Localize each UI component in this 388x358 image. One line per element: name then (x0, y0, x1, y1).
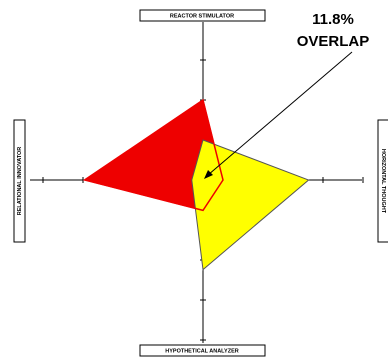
series-outline (82, 98, 224, 212)
label-box (13, 119, 26, 243)
label-box (139, 9, 266, 22)
category-label: REACTOR STIMULATOR (170, 13, 234, 19)
arrow-head (204, 170, 213, 179)
annotation-arrow (207, 51, 353, 176)
category-label: HYPOTHETICAL ANALYZER (165, 348, 238, 354)
plot (82, 98, 310, 271)
category-labels: REACTOR STIMULATOR HYPOTHETICAL ANALYZER… (13, 9, 388, 357)
annotation-label: OVERLAP (297, 33, 370, 50)
label-box (139, 344, 266, 357)
category-label: RELATIONAL INNOVATOR (17, 147, 23, 216)
series-area (191, 139, 310, 271)
category-label: HORIZONTAL THOUGHT (380, 149, 386, 214)
label-box (377, 119, 388, 243)
annotation: 11.8% OVERLAP (204, 11, 369, 179)
annotation-value: 11.8% (312, 11, 354, 28)
